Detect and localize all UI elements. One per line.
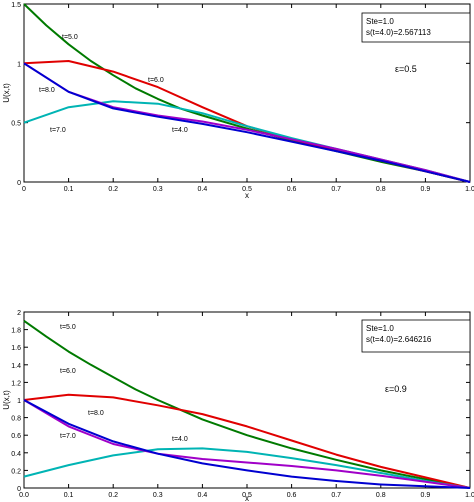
y-tick-label: 1.4 <box>11 363 21 370</box>
x-tick-label: 0.1 <box>64 186 74 193</box>
y-tick-label: 1.6 <box>11 345 21 352</box>
y-tick-label: 1.2 <box>11 380 21 387</box>
y-tick-label: 0.5 <box>11 121 21 128</box>
x-tick-label: 0.4 <box>198 186 208 193</box>
y-tick-label: 1.5 <box>11 2 21 9</box>
x-tick-label: 1.0 <box>465 492 474 499</box>
x-tick-label: 0.1 <box>64 492 74 499</box>
series-line <box>23 100 471 183</box>
x-tick-label: 0.7 <box>331 186 341 193</box>
y-axis-label: U(x,t) <box>2 83 11 103</box>
info-box-line: s(t=4.0)=2.646216 <box>366 335 432 344</box>
y-tick-label: 1 <box>17 61 21 68</box>
info-box-line: Ste=1.0 <box>366 324 394 333</box>
x-axis-label: x <box>245 191 249 200</box>
series-label: t=5.0 <box>62 34 78 41</box>
series-line <box>23 399 471 489</box>
x-tick-label: 0.8 <box>376 186 386 193</box>
x-tick-label: 0.0 <box>19 492 29 499</box>
series-label: t=6.0 <box>60 368 76 375</box>
y-tick-label: 0 <box>17 486 21 493</box>
series-label: t=6.0 <box>148 77 164 84</box>
x-axis-label: x <box>245 494 249 502</box>
y-tick-label: 0.8 <box>11 416 21 423</box>
series-line <box>23 399 471 489</box>
chart-1: 0 0.1 0.2 0.3 0.4 0.5 0.6 0.7 0.8 0.9 1.0 0 0.5 1 1.5 x… <box>2 2 474 200</box>
x-tick-label: 0.3 <box>153 186 163 193</box>
info-box <box>361 319 471 353</box>
x-tick-label: 0.8 <box>376 492 386 499</box>
info-box-line: Ste=1.0 <box>366 17 394 26</box>
x-tick-label: 0.4 <box>198 492 208 499</box>
x-tick-label: 0 <box>22 186 26 193</box>
y-tick-label: 0.6 <box>11 433 21 440</box>
chart-2: 0.0 0.1 0.2 0.3 0.4 0.5 0.6 0.7 0.8 0.9 1.0 0 0.2 0.4… <box>2 310 474 502</box>
series-line <box>23 62 471 183</box>
series-label: t=8.0 <box>39 87 55 94</box>
series-line <box>23 447 471 489</box>
info-box <box>361 12 471 43</box>
epsilon-label: ε=0.5 <box>395 64 417 74</box>
x-tick-label: 0.6 <box>287 492 297 499</box>
series-label: t=4.0 <box>172 127 188 134</box>
series-label: t=7.0 <box>50 127 66 134</box>
x-tick-label: 0.5 <box>242 186 252 193</box>
y-tick-label: 1 <box>17 398 21 405</box>
epsilon-label: ε=0.9 <box>385 384 407 394</box>
y-axis-label: U(x,t) <box>2 390 11 410</box>
series-line <box>23 393 471 489</box>
y-tick-label: 0 <box>17 180 21 187</box>
x-tick-label: 0.3 <box>153 492 163 499</box>
x-tick-label: 1.0 <box>465 186 474 193</box>
y-tick-label: 1.8 <box>11 328 21 335</box>
x-tick-label: 0.7 <box>331 492 341 499</box>
y-tick-label: 0.4 <box>11 451 21 458</box>
info-box-line: s(t=4.0)=2.567113 <box>366 28 431 37</box>
series-label: t=8.0 <box>88 410 104 417</box>
series-label: t=4.0 <box>172 436 188 443</box>
x-tick-label: 0.9 <box>421 186 431 193</box>
x-tick-label: 0.6 <box>287 186 297 193</box>
series-label: t=7.0 <box>60 433 76 440</box>
series-label: t=5.0 <box>60 324 76 331</box>
x-tick-label: 0.2 <box>108 492 118 499</box>
y-tick-label: 2 <box>17 310 21 317</box>
x-tick-label: 0.9 <box>421 492 431 499</box>
x-tick-label: 0.5 <box>242 492 252 499</box>
series-line <box>23 62 471 183</box>
x-tick-label: 0.2 <box>108 186 118 193</box>
y-tick-label: 0.2 <box>11 468 21 475</box>
